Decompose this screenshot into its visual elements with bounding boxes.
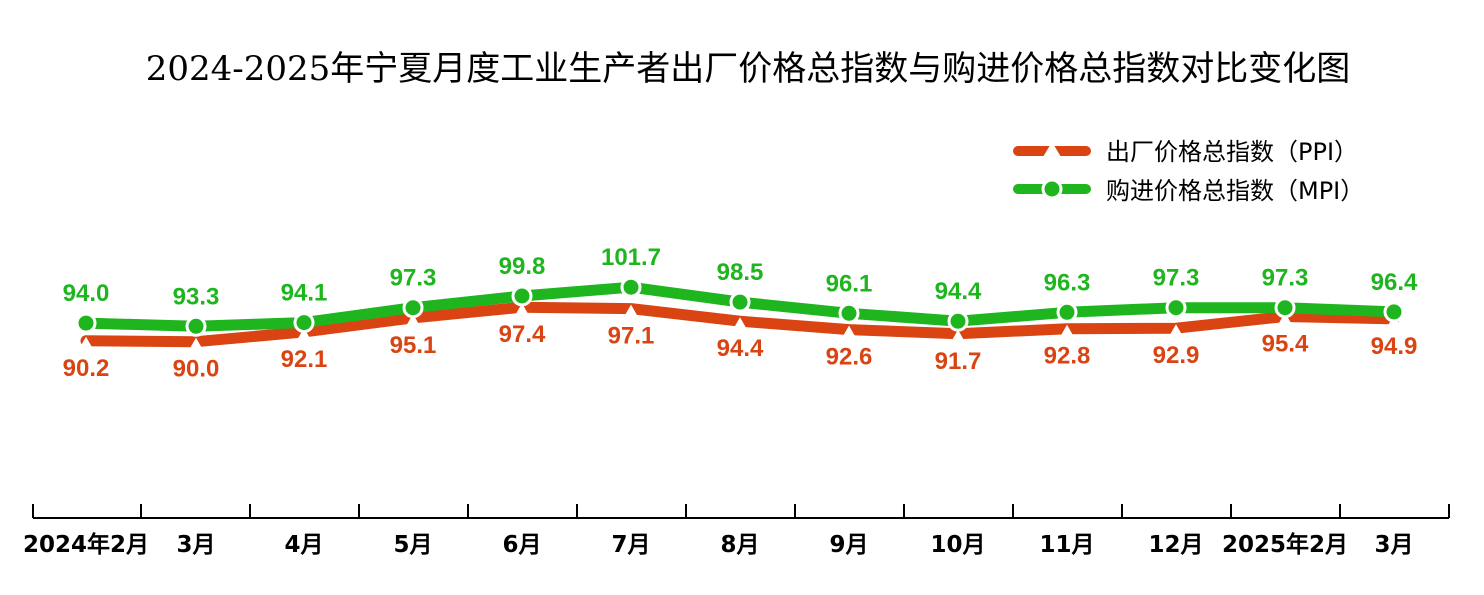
data-point-ppi — [188, 337, 204, 352]
data-label-mpi: 96.3 — [1044, 269, 1091, 296]
data-label-ppi: 91.7 — [935, 348, 982, 375]
series-ppi: 90.2 90.0 92.1 95.1 97.4 97.1 94.4 92.6 91.7 92.8… — [63, 301, 1418, 383]
data-point-mpi — [838, 302, 860, 324]
x-tick-label: 2024年2月 — [23, 531, 149, 558]
data-label-mpi: 98.5 — [717, 259, 764, 286]
x-tick-label: 5月 — [393, 532, 432, 558]
x-tick-label: 12月 — [1148, 532, 1203, 558]
data-point-mpi — [75, 312, 97, 334]
data-label-ppi: 92.9 — [1153, 342, 1200, 369]
data-label-ppi: 94.9 — [1371, 333, 1418, 360]
x-tick-label: 2025年2月 — [1222, 531, 1348, 558]
data-point-mpi — [620, 276, 642, 298]
data-point-ppi — [1059, 324, 1075, 339]
legend-item-mpi: 购进价格总指数（MPI） — [1013, 177, 1364, 205]
data-label-mpi: 93.3 — [173, 283, 220, 310]
data-label-ppi: 92.6 — [826, 344, 873, 371]
data-point-mpi — [1056, 301, 1078, 323]
data-point-ppi — [950, 329, 966, 344]
data-point-ppi — [78, 336, 94, 351]
data-label-mpi: 97.3 — [390, 265, 437, 292]
data-point-ppi — [732, 317, 748, 332]
x-tick-label: 6月 — [502, 532, 541, 558]
data-label-mpi: 101.7 — [601, 244, 661, 271]
data-label-mpi: 94.4 — [935, 278, 982, 305]
data-label-mpi: 97.3 — [1262, 265, 1309, 292]
x-tick-label: 8月 — [720, 532, 759, 558]
data-label-ppi: 95.1 — [390, 332, 437, 359]
data-label-mpi: 96.1 — [826, 270, 873, 297]
data-point-mpi — [729, 291, 751, 313]
data-label-ppi: 97.4 — [499, 321, 546, 348]
x-tick-label: 7月 — [611, 532, 650, 558]
data-label-ppi: 92.1 — [281, 346, 328, 373]
data-point-ppi — [1277, 312, 1293, 327]
legend-ppi-label: 出厂价格总指数（PPI） — [1106, 138, 1358, 166]
legend: 出厂价格总指数（PPI） 购进价格总指数（MPI） — [1013, 138, 1364, 205]
chart-title: 2024-2025年宁夏月度工业生产者出厂价格总指数与购进价格总指数对比变化图 — [146, 49, 1351, 89]
data-point-mpi — [947, 310, 969, 332]
data-label-mpi: 96.4 — [1371, 269, 1418, 296]
x-tick-label: 10月 — [930, 532, 985, 558]
data-point-mpi — [1274, 297, 1296, 319]
legend-ppi-triangle-marker — [1043, 142, 1061, 157]
legend-item-ppi: 出厂价格总指数（PPI） — [1013, 138, 1358, 166]
data-point-mpi — [185, 315, 207, 337]
x-tick-label: 3月 — [1374, 532, 1413, 558]
x-tick-label: 11月 — [1039, 532, 1094, 558]
data-point-mpi — [293, 312, 315, 334]
data-label-ppi: 92.8 — [1044, 343, 1091, 370]
data-point-ppi — [296, 327, 312, 342]
data-label-mpi: 94.1 — [281, 280, 328, 307]
data-label-ppi: 90.0 — [173, 356, 220, 383]
x-tick-label: 4月 — [284, 532, 323, 558]
data-label-mpi: 94.0 — [63, 280, 110, 307]
data-label-ppi: 97.1 — [608, 323, 655, 350]
x-tick-label: 3月 — [176, 532, 215, 558]
data-point-mpi — [1383, 301, 1405, 323]
x-tick-label: 9月 — [829, 532, 868, 558]
data-point-ppi — [514, 303, 530, 318]
data-label-ppi: 94.4 — [717, 335, 764, 362]
data-label-mpi: 97.3 — [1153, 265, 1200, 292]
legend-mpi-label: 购进价格总指数（MPI） — [1106, 177, 1364, 205]
x-axis: 2024年2月 3月 4月 5月 6月 7月 8月 9月 10月 11月 12月 2025年2月 3月 — [23, 504, 1450, 558]
data-label-ppi: 90.2 — [63, 355, 110, 382]
data-point-ppi — [1168, 324, 1184, 339]
data-point-mpi — [1165, 297, 1187, 319]
data-point-ppi — [623, 304, 639, 319]
data-label-ppi: 95.4 — [1262, 331, 1309, 358]
data-point-mpi — [402, 297, 424, 319]
series-mpi: 94.0 93.3 94.1 97.3 99.8 101.7 98.5 96.1 94.4 96.… — [63, 244, 1418, 337]
data-point-mpi — [511, 285, 533, 307]
data-point-ppi — [841, 325, 857, 340]
legend-mpi-circle-marker — [1041, 178, 1063, 200]
data-point-ppi — [405, 313, 421, 328]
plot-area: 90.2 90.0 92.1 95.1 97.4 97.1 94.4 92.6 91.7 92.8… — [63, 244, 1418, 383]
data-label-mpi: 99.8 — [499, 253, 546, 280]
